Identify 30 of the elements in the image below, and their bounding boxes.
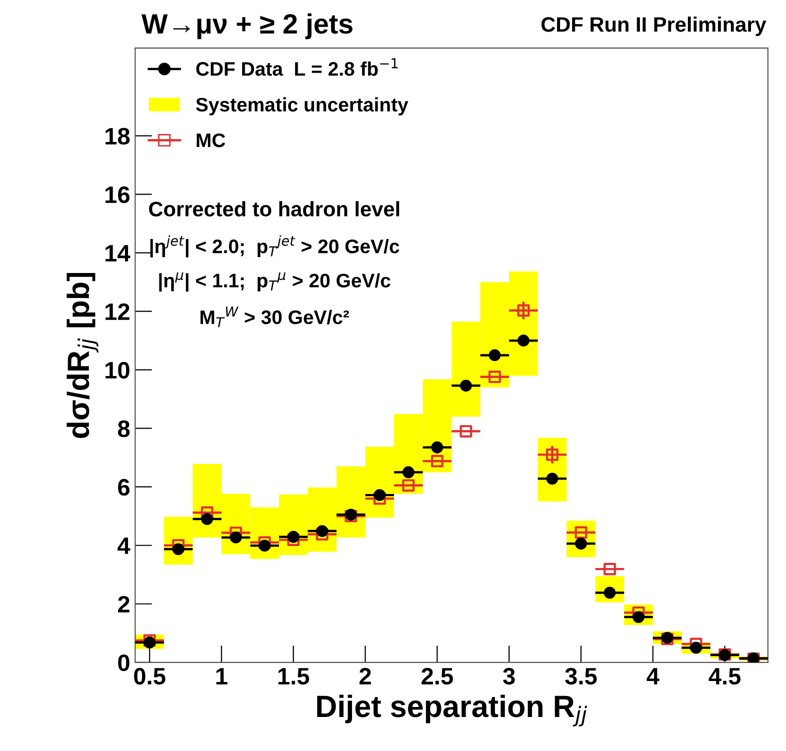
x-tick-label: 1.5 bbox=[278, 668, 310, 685]
y-axis-title: dσ/dR$_{jj}$ [pb] bbox=[66, 272, 98, 438]
x-axis-title: Dijet separation R$_{jj}$ bbox=[317, 694, 588, 726]
x-tick-label: 4.5 bbox=[708, 668, 741, 685]
y-tick-label: 16 bbox=[106, 186, 130, 204]
x-tick-label: 3.5 bbox=[565, 668, 597, 685]
y-tick-label: 8 bbox=[118, 420, 130, 438]
legend-label: MC bbox=[196, 133, 226, 148]
x-tick-label: 1 bbox=[216, 668, 228, 684]
x-tick-label: 4 bbox=[646, 668, 660, 684]
y-tick-label: 10 bbox=[106, 362, 130, 379]
y-tick-label: 6 bbox=[118, 478, 130, 496]
legend-label: CDF Data L = 2.8 fb$^{−1}$ bbox=[196, 58, 398, 76]
x-tick-label: 2 bbox=[360, 668, 371, 684]
annotation: Corrected to hadron level bbox=[149, 201, 400, 216]
legend-label: Systematic uncertainty bbox=[196, 97, 408, 116]
y-tick-label: 4 bbox=[118, 538, 130, 554]
annotation: |η$^{μ}$| < 1.1; p$_{T}$$^{μ}$ > 20 GeV/c bbox=[159, 272, 390, 292]
annotation: M$_{T}$$^{W}$ > 30 GeV/c² bbox=[200, 306, 350, 328]
chart-title: W→μν + ≥ 2 jets bbox=[142, 13, 352, 40]
y-tick-label: 18 bbox=[106, 128, 130, 145]
y-tick-label: 0 bbox=[118, 654, 130, 672]
annotation: |η$^{jet}$| < 2.0; p$_{T}$$^{jet}$ > 20 GeV/c bbox=[150, 235, 400, 258]
chart-subtitle: CDF Run II Preliminary bbox=[541, 16, 766, 36]
y-tick-label: 2 bbox=[118, 596, 130, 612]
x-tick-label: 2.5 bbox=[422, 668, 453, 685]
y-tick-label: 12 bbox=[106, 303, 130, 320]
y-tick-label: 14 bbox=[106, 245, 130, 262]
x-tick-label: 3 bbox=[503, 668, 515, 685]
x-tick-label: 0.5 bbox=[134, 668, 166, 685]
